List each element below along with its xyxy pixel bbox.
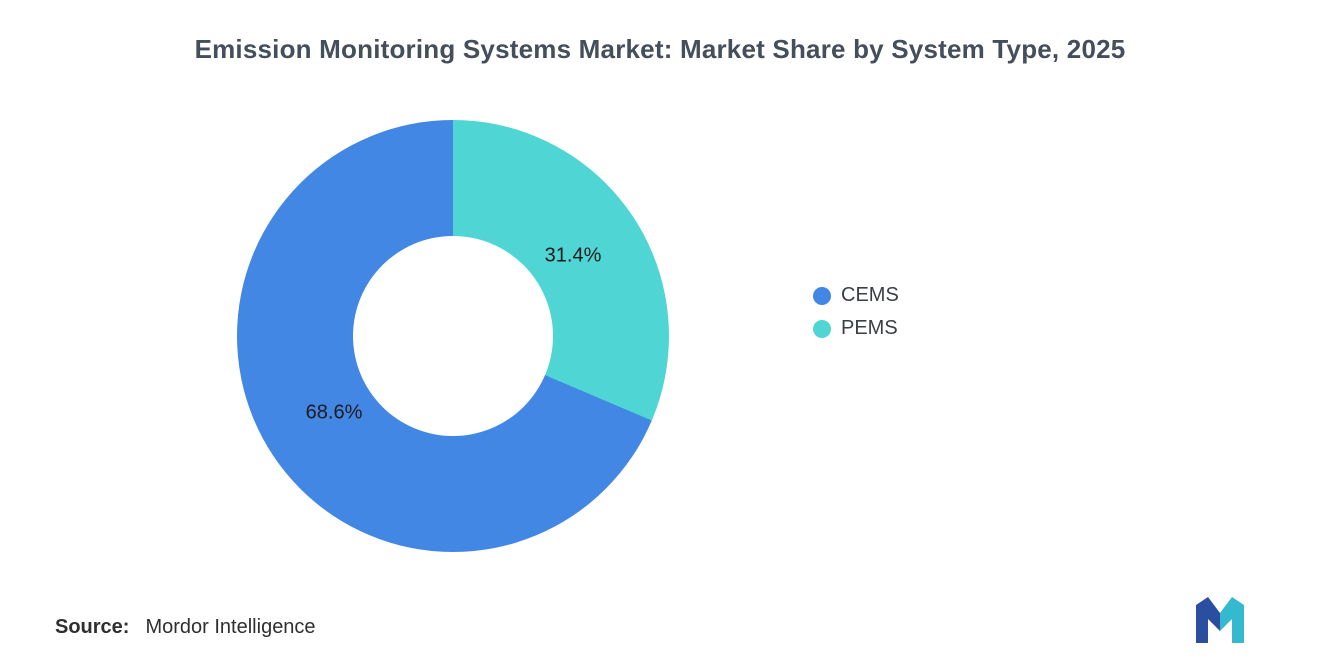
source-value: Mordor Intelligence [145, 616, 316, 638]
source-row: Source: Mordor Intelligence [55, 616, 316, 639]
legend-label-pems: PEMS [841, 317, 898, 339]
legend-label-cems: CEMS [841, 284, 899, 306]
donut-chart-area: 31.4% 68.6% [237, 120, 669, 552]
logo-right-shape [1220, 597, 1244, 643]
legend-swatch-pems [813, 319, 831, 338]
logo-left-shape [1196, 597, 1220, 643]
donut-hole [353, 236, 553, 436]
legend-swatch-cems [813, 286, 831, 305]
slice-label-cems: 68.6% [305, 401, 363, 424]
chart-legend: CEMS PEMS [813, 284, 899, 340]
legend-item-cems: CEMS [813, 284, 899, 307]
slice-label-pems: 31.4% [544, 244, 602, 267]
legend-item-pems: PEMS [813, 317, 899, 340]
chart-title: Emission Monitoring Systems Market: Mark… [194, 34, 1126, 64]
mordor-intelligence-logo-icon [1196, 597, 1244, 643]
source-label: Source: [55, 616, 130, 638]
